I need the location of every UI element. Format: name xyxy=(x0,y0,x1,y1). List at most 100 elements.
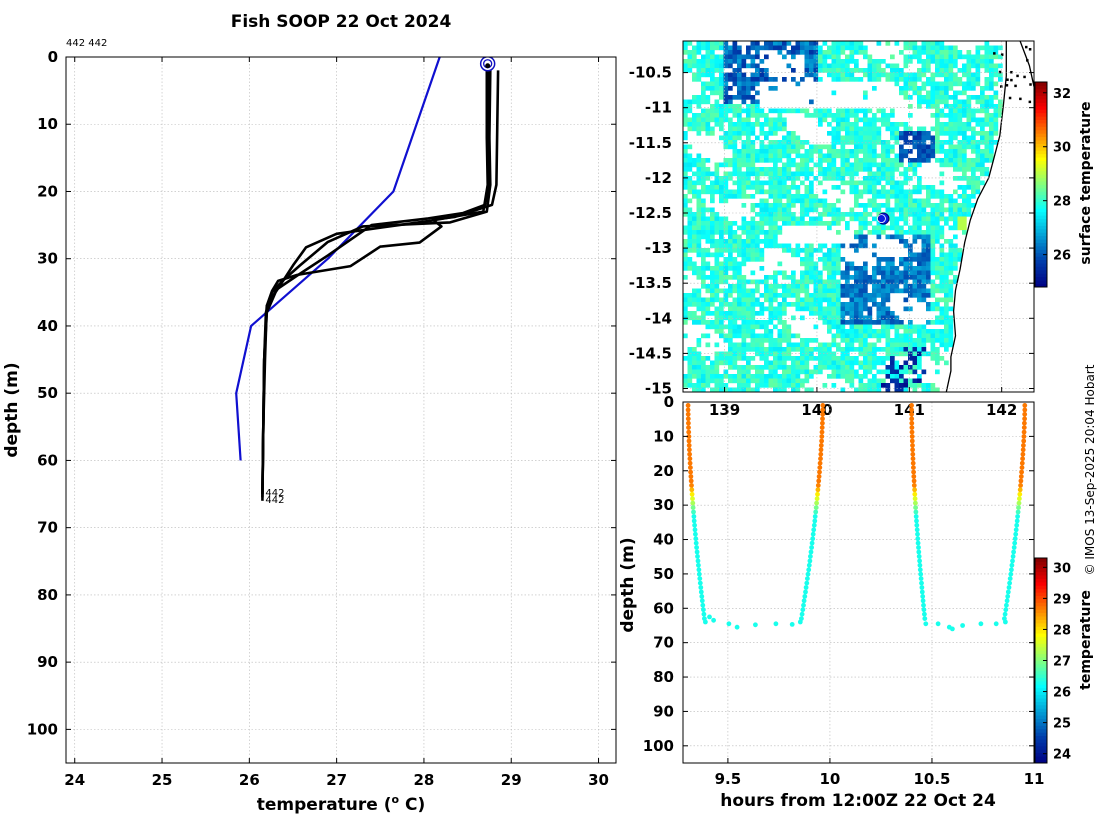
sst-cell xyxy=(935,351,940,357)
sst-cell xyxy=(737,311,742,316)
sst-cell xyxy=(714,356,720,361)
sst-cell xyxy=(683,63,688,69)
sst-cell xyxy=(899,207,904,213)
sst-cell xyxy=(935,117,940,123)
sst-cell xyxy=(849,342,855,348)
sst-cell xyxy=(696,176,702,181)
sst-cell xyxy=(773,234,778,240)
sst-cell xyxy=(683,171,688,177)
sst-cell xyxy=(782,338,787,343)
sst-cell xyxy=(872,176,877,181)
sst-cell xyxy=(903,324,909,330)
profile-xtick-label: 29 xyxy=(501,771,522,789)
sst-cell xyxy=(705,288,711,294)
sst-cell xyxy=(728,252,733,258)
depth-time-point xyxy=(689,483,694,488)
sst-cell xyxy=(768,203,774,208)
sst-cell xyxy=(948,203,954,208)
sst-cell xyxy=(750,320,756,325)
sst-cell xyxy=(975,117,981,123)
sst-cell xyxy=(912,158,918,163)
sst-cell xyxy=(822,63,828,69)
sst-cell xyxy=(755,203,760,208)
sst-cell xyxy=(912,207,918,213)
sst-cell xyxy=(957,176,963,181)
sst-cell xyxy=(836,306,841,312)
sst-cell xyxy=(719,311,724,316)
sst-cell xyxy=(737,90,742,96)
sst-cell xyxy=(746,167,751,172)
sst-cell xyxy=(917,293,922,298)
sst-cell xyxy=(885,126,891,132)
sst-cell xyxy=(705,86,711,91)
sst-cell xyxy=(827,261,832,267)
sst-cell xyxy=(840,311,846,316)
sst-cell xyxy=(804,369,810,375)
sst-cell xyxy=(975,45,981,51)
sst-cell xyxy=(903,198,909,204)
depth-time-xtick-label: 9.5 xyxy=(715,770,742,788)
sst-cell xyxy=(809,171,814,177)
sst-cell xyxy=(804,113,810,118)
sst-cell xyxy=(962,198,967,204)
sst-cell xyxy=(930,356,936,361)
sst-cell xyxy=(971,144,976,150)
sst-cell xyxy=(939,144,945,150)
sst-cell xyxy=(944,347,949,352)
sst-cell xyxy=(926,41,931,46)
sst-cell xyxy=(750,293,756,298)
sst-cell xyxy=(732,126,738,132)
sst-cell xyxy=(962,176,967,181)
sst-cell xyxy=(962,221,967,226)
sst-cell xyxy=(957,90,963,96)
sst-cell xyxy=(773,158,778,163)
sst-cell xyxy=(903,81,909,87)
sst-cell xyxy=(723,63,729,69)
sst-cell xyxy=(836,153,841,159)
sst-cell xyxy=(831,63,837,69)
sst-cell xyxy=(890,225,895,231)
sst-cell xyxy=(858,167,864,172)
sst-cell xyxy=(845,293,850,298)
sst-cell xyxy=(840,59,846,64)
sst-cell xyxy=(750,113,756,118)
sst-cell xyxy=(944,324,949,330)
sst-cell xyxy=(795,167,801,172)
sst-cell xyxy=(732,324,738,330)
sst-cell xyxy=(899,162,904,168)
sst-cell xyxy=(696,360,702,366)
sst-cell xyxy=(791,68,796,73)
sst-cell xyxy=(953,257,958,262)
sst-cell xyxy=(903,135,909,141)
sst-cell xyxy=(903,342,909,348)
sst-cell xyxy=(818,306,823,312)
sst-cell xyxy=(696,297,702,303)
sst-cell xyxy=(768,194,774,199)
sst-cell xyxy=(782,135,787,141)
sst-cell xyxy=(782,216,787,222)
sst-cell xyxy=(948,297,954,303)
sst-cell xyxy=(885,306,891,312)
sst-cell xyxy=(840,333,846,339)
sst-cell xyxy=(863,212,868,217)
sst-cell xyxy=(809,207,814,213)
sst-cell xyxy=(849,212,855,217)
sst-cell xyxy=(867,315,873,321)
sst-cell xyxy=(971,185,976,190)
sst-cell xyxy=(984,68,990,73)
profile-end-label: 442 xyxy=(265,495,284,506)
sst-cell xyxy=(741,126,747,132)
sst-cell xyxy=(845,270,850,276)
depth-time-point xyxy=(804,580,810,586)
sst-cell xyxy=(867,378,873,384)
sst-cell xyxy=(903,216,909,222)
sst-cell xyxy=(696,131,702,136)
sst-cell xyxy=(966,126,972,132)
sst-cell xyxy=(719,351,724,357)
sst-cell xyxy=(818,153,823,159)
sst-cell xyxy=(737,347,742,352)
sst-cell xyxy=(818,297,823,303)
sst-cell xyxy=(714,329,720,334)
sst-cell xyxy=(714,108,720,114)
sst-cell xyxy=(953,50,958,55)
